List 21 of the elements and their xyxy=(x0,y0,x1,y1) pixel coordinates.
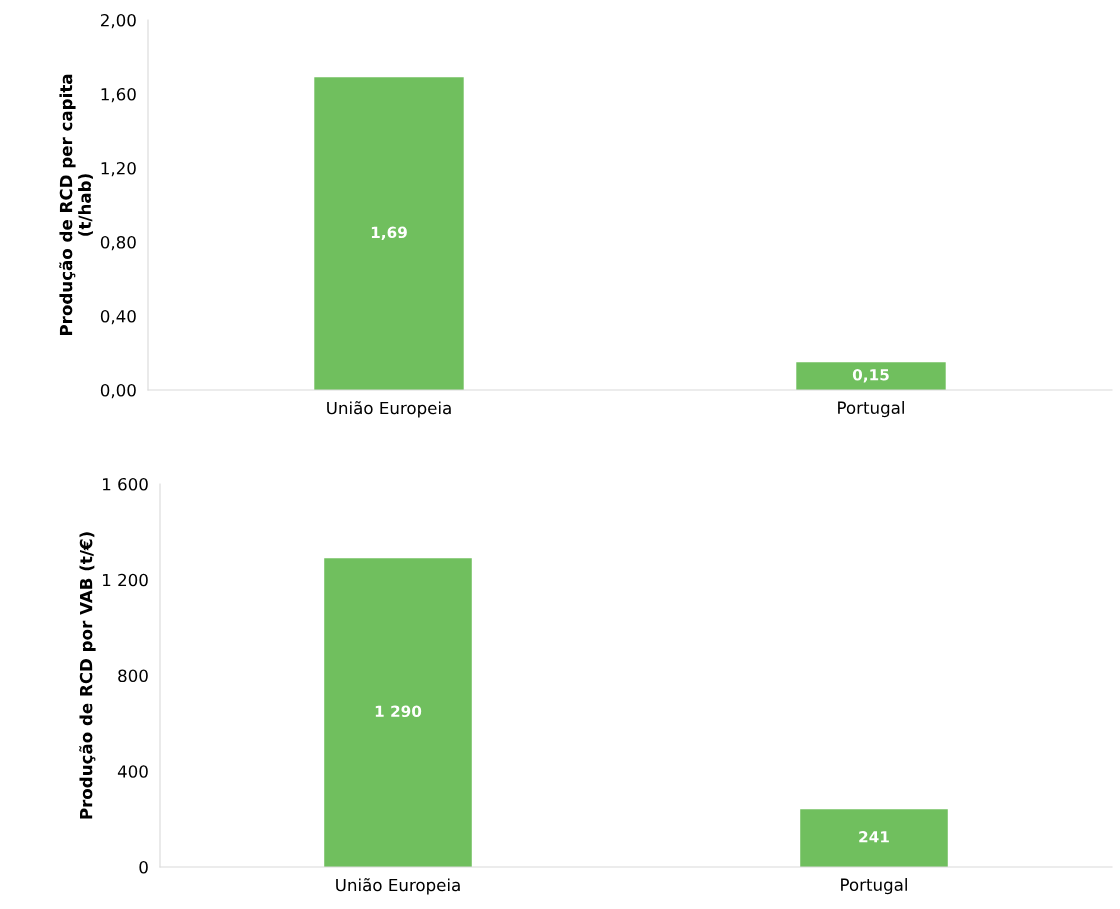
x-tick-label: Portugal xyxy=(838,401,904,418)
y-axis-title: Produção de RCD per capita (t/hab) xyxy=(59,74,93,335)
y-tick-label: 0,40 xyxy=(100,309,136,325)
y-tick-label: 1,20 xyxy=(101,161,136,177)
data-label: 241 xyxy=(859,831,889,843)
y-tick-label: 800 xyxy=(118,669,148,683)
data-label: 0,15 xyxy=(852,369,889,383)
x-tick-label: Portugal xyxy=(841,878,907,895)
y-tick-label: 400 xyxy=(117,765,148,778)
y-axis-title: Produção de RCD por VAB (t/€) xyxy=(79,532,96,819)
x-tick-label: União Europeia xyxy=(327,401,451,418)
x-tick-label: União Europeia xyxy=(336,878,460,895)
y-tick-label: 0,00 xyxy=(100,383,136,399)
y-tick-label: 1 200 xyxy=(103,573,148,587)
y-tick-label: 2,00 xyxy=(101,13,136,29)
data-label: 1,69 xyxy=(371,226,407,241)
y-tick-label: 1,60 xyxy=(101,87,136,103)
data-label: 1 290 xyxy=(375,705,422,718)
y-tick-label: 0 xyxy=(139,860,148,874)
y-tick-label: 0,80 xyxy=(100,235,136,251)
y-tick-label: 1 600 xyxy=(103,477,148,491)
